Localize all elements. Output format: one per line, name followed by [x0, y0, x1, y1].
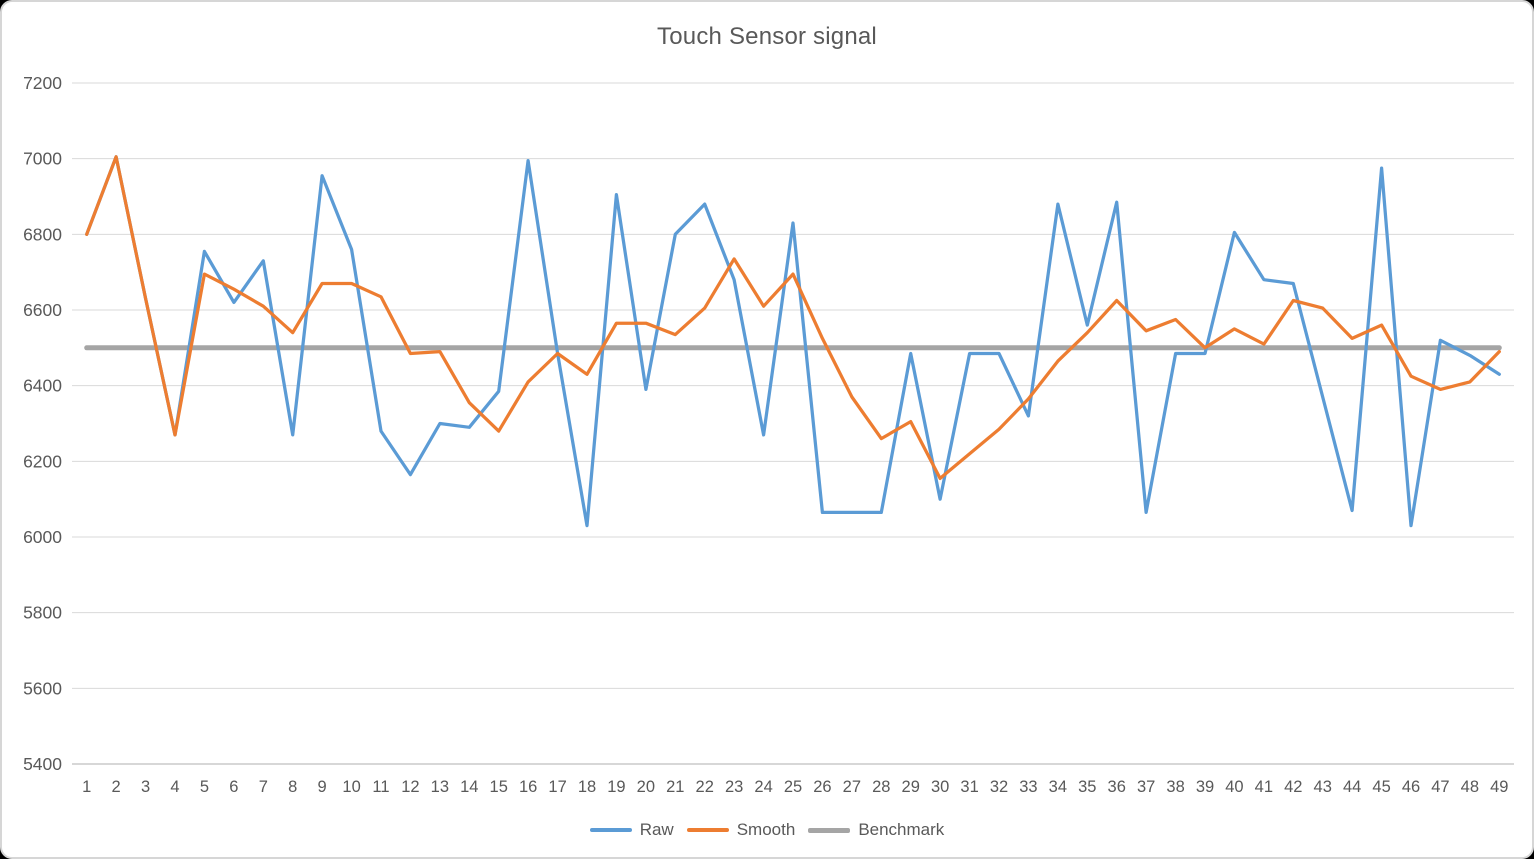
x-tick-label: 34: [1049, 778, 1067, 796]
x-tick-label: 23: [725, 778, 743, 796]
x-tick-label: 11: [372, 778, 389, 796]
x-tick-label: 44: [1343, 778, 1361, 796]
x-tick-label: 26: [813, 778, 831, 796]
x-tick-label: 12: [401, 778, 419, 796]
raw-series-line[interactable]: [85, 155, 1501, 528]
x-tick-label: 35: [1078, 778, 1096, 796]
x-tick-label: 20: [637, 778, 655, 796]
x-tick-label: 29: [902, 778, 920, 796]
x-tick-label: 33: [1019, 778, 1037, 796]
y-tick-label: 6000: [23, 527, 62, 547]
x-tick-label: 25: [784, 778, 802, 796]
x-tick-label: 38: [1166, 778, 1184, 796]
y-tick-label: 6600: [23, 300, 62, 320]
x-tick-label: 48: [1461, 778, 1479, 796]
y-tick-label: 6200: [23, 451, 62, 471]
x-tick-label: 4: [170, 778, 179, 796]
x-tick-label: 5: [200, 778, 209, 796]
x-tick-label: 2: [112, 778, 121, 796]
x-tick-label: 16: [519, 778, 537, 796]
legend-label-benchmark: Benchmark: [858, 820, 945, 839]
x-tick-label: 39: [1196, 778, 1214, 796]
x-tick-label: 46: [1402, 778, 1420, 796]
x-tick-label: 15: [490, 778, 508, 796]
x-tick-label: 22: [696, 778, 714, 796]
x-tick-label: 32: [990, 778, 1008, 796]
x-tick-label: 27: [843, 778, 861, 796]
x-tick-label: 8: [288, 778, 297, 796]
y-tick-label: 6400: [23, 376, 62, 396]
y-tick-label: 6800: [23, 224, 62, 244]
x-tick-label: 3: [141, 778, 150, 796]
x-tick-label: 43: [1314, 778, 1332, 796]
y-tick-label: 5400: [23, 754, 62, 774]
smooth-series-line[interactable]: [85, 155, 1501, 481]
x-tick-label: 6: [229, 778, 238, 796]
legend-swatch-smooth: [686, 828, 729, 832]
x-tick-label: 42: [1284, 778, 1302, 796]
y-tick-label: 7200: [23, 73, 62, 93]
y-tick-label: 7000: [23, 149, 62, 169]
legend-item-smooth[interactable]: Smooth: [686, 820, 796, 840]
legend-swatch-raw: [589, 828, 632, 832]
x-tick-label: 14: [460, 778, 478, 796]
x-tick-label: 36: [1108, 778, 1126, 796]
x-tick-label: 30: [931, 778, 949, 796]
chart-legend: Raw Smooth Benchmark: [2, 815, 1532, 845]
x-tick-label: 19: [607, 778, 625, 796]
x-tick-label: 40: [1225, 778, 1243, 796]
x-tick-label: 47: [1431, 778, 1449, 796]
x-tick-label: 18: [578, 778, 596, 796]
x-tick-label: 37: [1137, 778, 1155, 796]
x-tick-label: 9: [318, 778, 327, 796]
x-tick-label: 10: [342, 778, 360, 796]
legend-item-benchmark[interactable]: Benchmark: [808, 820, 944, 840]
legend-label-raw: Raw: [639, 820, 674, 839]
x-tick-label: 1: [82, 778, 91, 796]
x-tick-label: 45: [1372, 778, 1390, 796]
x-tick-label: 7: [259, 778, 268, 796]
x-tick-label: 21: [666, 778, 684, 796]
y-tick-label: 5600: [23, 678, 62, 698]
x-tick-label: 41: [1255, 778, 1273, 796]
legend-label-smooth: Smooth: [736, 820, 796, 839]
y-tick-label: 5800: [23, 603, 62, 623]
x-tick-label: 17: [548, 778, 566, 796]
chart-title: Touch Sensor signal: [657, 23, 877, 50]
legend-item-raw[interactable]: Raw: [589, 820, 674, 840]
x-tick-label: 13: [431, 778, 449, 796]
x-tick-label: 28: [872, 778, 890, 796]
legend-swatch-benchmark: [808, 827, 851, 833]
x-tick-label: 24: [754, 778, 772, 796]
x-tick-label: 49: [1490, 778, 1508, 796]
x-tick-label: 31: [960, 778, 978, 796]
